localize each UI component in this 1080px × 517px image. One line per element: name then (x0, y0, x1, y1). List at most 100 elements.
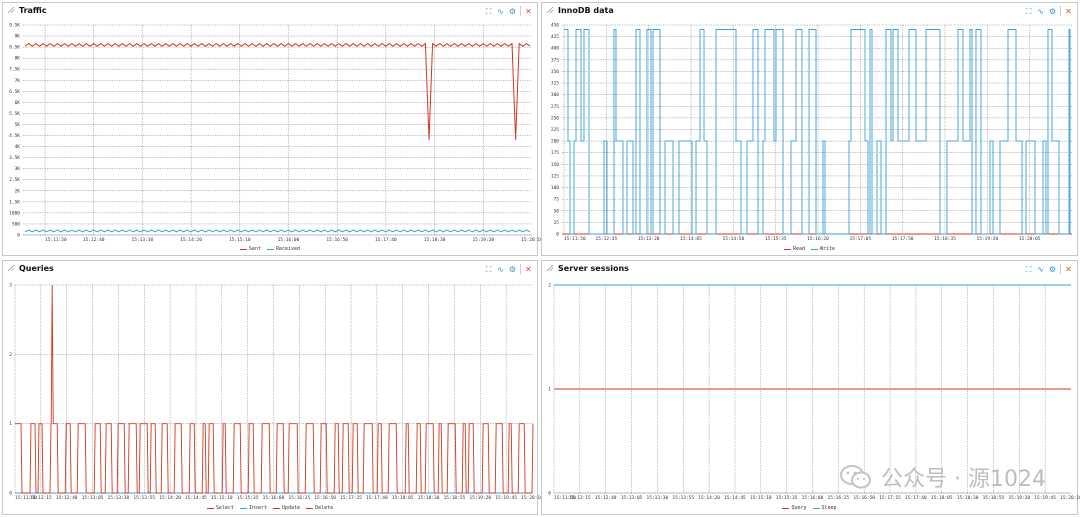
x-tick-label: 15:20:05 (1019, 236, 1041, 242)
legend-label: Update (282, 505, 301, 512)
x-tick-label: 15:19:20 (976, 236, 998, 242)
wave-icon[interactable]: ∿ (497, 6, 504, 16)
close-icon[interactable]: ✕ (1065, 6, 1072, 16)
innodb-panel: InnoDB data ⛶ ∿ ⚙ ✕ 450 425 400 375 350 325 30… (541, 2, 1078, 256)
x-tick-label: 15:18:30 (418, 495, 440, 501)
y-tick-label: 100 (551, 185, 559, 191)
fullscreen-icon[interactable]: ⛶ (1025, 264, 1032, 274)
y-tick-label: 325 (551, 81, 559, 87)
wechat-logo-icon (840, 465, 872, 489)
y-tick-label: 5K (15, 122, 21, 128)
x-tick-label: 15:11:50 (554, 495, 576, 501)
x-tick-label: 15:14:05 (680, 236, 702, 242)
x-tick-label: 15:18:30 (957, 495, 979, 501)
y-tick-label: 1 (548, 387, 551, 393)
x-tick-label: 15:12:40 (56, 495, 78, 501)
panel-drag-icon[interactable] (7, 264, 15, 272)
fullscreen-icon[interactable]: ⛶ (485, 264, 492, 274)
y-tick-label: 400 (551, 46, 559, 52)
x-tick-label: 15:16:00 (278, 237, 300, 243)
fullscreen-icon[interactable]: ⛶ (1025, 6, 1032, 16)
y-tick-label: 150 (551, 162, 559, 168)
y-tick-label: 3.5K (9, 155, 20, 161)
x-tick-label: 15:17:40 (375, 237, 397, 243)
x-tick-label: 15:18:05 (931, 495, 953, 501)
y-tick-label: 350 (551, 69, 559, 75)
legend-swatch (239, 248, 247, 250)
wave-icon[interactable]: ∿ (1037, 6, 1044, 16)
fullscreen-icon[interactable]: ⛶ (485, 6, 492, 16)
legend-item[interactable]: Write (810, 246, 836, 253)
legend-item[interactable]: Read (783, 246, 805, 252)
gear-icon[interactable]: ⚙ (1048, 6, 1057, 16)
legend-swatch (306, 507, 314, 509)
icon-divider (520, 6, 521, 16)
legend-label: Write (819, 246, 836, 253)
y-tick-label: 3K (15, 166, 21, 172)
x-tick-label: 15:16:00 (263, 495, 285, 501)
y-tick-label: 175 (551, 150, 559, 156)
icon-divider (520, 264, 521, 274)
panel-drag-icon[interactable] (7, 6, 15, 14)
legend-item[interactable]: Delete (306, 505, 333, 511)
x-tick-label: 15:13:55 (133, 495, 155, 501)
legend-item[interactable]: Sleep (812, 505, 837, 511)
series-select-line (14, 284, 534, 494)
x-tick-label: 15:17:15 (340, 495, 362, 501)
y-tick-label: 7K (15, 78, 21, 84)
gear-icon[interactable]: ⚙ (508, 264, 517, 274)
panel-drag-icon[interactable] (546, 6, 554, 14)
y-tick-label: 4.5K (9, 133, 20, 139)
legend-item[interactable]: Sent (239, 246, 261, 252)
legend-item[interactable]: Query (782, 505, 807, 512)
gear-icon[interactable]: ⚙ (508, 6, 517, 16)
x-tick-label: 15:18:55 (444, 495, 466, 501)
wave-icon[interactable]: ∿ (497, 264, 504, 274)
x-tick-label: 15:17:50 (892, 236, 914, 242)
chart-legend: Query Sleep (542, 505, 1077, 511)
y-tick-label: 2K (15, 188, 21, 194)
y-tick-label: 1.5K (9, 199, 20, 205)
y-tick-label: 125 (551, 173, 559, 179)
y-tick-label: 9K (15, 34, 21, 40)
y-tick-label: 2 (9, 352, 12, 358)
x-tick-label: 15:13:05 (621, 495, 643, 501)
queries-panel: Queries ⛶ ∿ ⚙ ✕ 3 2 1 0 15:11:50 15:12:15 15:1… (2, 260, 543, 515)
x-tick-label: 15:15:35 (237, 495, 259, 501)
x-tick-label: 15:12:35 (595, 236, 617, 242)
gear-icon[interactable]: ⚙ (1048, 264, 1057, 274)
y-tick-label: 500 (12, 221, 20, 227)
wave-icon[interactable]: ∿ (1037, 264, 1044, 274)
x-tick-label: 15:18:35 (934, 236, 956, 242)
x-tick-label: 15:19:45 (1034, 495, 1056, 501)
legend-item[interactable]: Received (266, 246, 300, 252)
y-tick-label: 450 (551, 23, 559, 29)
y-tick-label: 1000 (9, 210, 20, 216)
y-tick-label: 0 (9, 491, 12, 497)
x-tick-label: 15:19:20 (1008, 495, 1030, 501)
close-icon[interactable]: ✕ (525, 6, 532, 16)
x-tick-label: 15:20:10 (521, 237, 543, 243)
close-icon[interactable]: ✕ (1065, 264, 1072, 274)
x-tick-label: 15:19:20 (472, 237, 494, 243)
x-tick-label: 15:20:10 (1060, 495, 1080, 501)
legend-item[interactable]: Select (206, 505, 234, 511)
x-tick-label: 15:18:05 (392, 495, 414, 501)
x-tick-label: 15:17:40 (905, 495, 927, 501)
close-icon[interactable]: ✕ (525, 264, 532, 274)
panel-title: Traffic (19, 6, 47, 15)
legend-item[interactable]: Insert (239, 505, 267, 511)
x-tick-label: 15:16:50 (853, 495, 875, 501)
x-tick-label: 15:14:45 (185, 495, 207, 501)
legend-swatch (206, 507, 214, 509)
y-tick-label: 4K (15, 144, 21, 150)
y-tick-label: 75 (554, 197, 560, 203)
server-sessions-panel: Server sessions ⛶ ∿ ⚙ ✕ 2 1 0 15:11:50 15:12… (541, 260, 1080, 515)
x-tick-label: 15:16:20 (807, 236, 829, 242)
legend-label: Query (791, 505, 807, 512)
panel-drag-icon[interactable] (546, 264, 554, 272)
y-tick-label: 6.5K (9, 89, 20, 95)
y-tick-label: 50 (554, 208, 560, 214)
legend-item[interactable]: Update (273, 505, 300, 511)
